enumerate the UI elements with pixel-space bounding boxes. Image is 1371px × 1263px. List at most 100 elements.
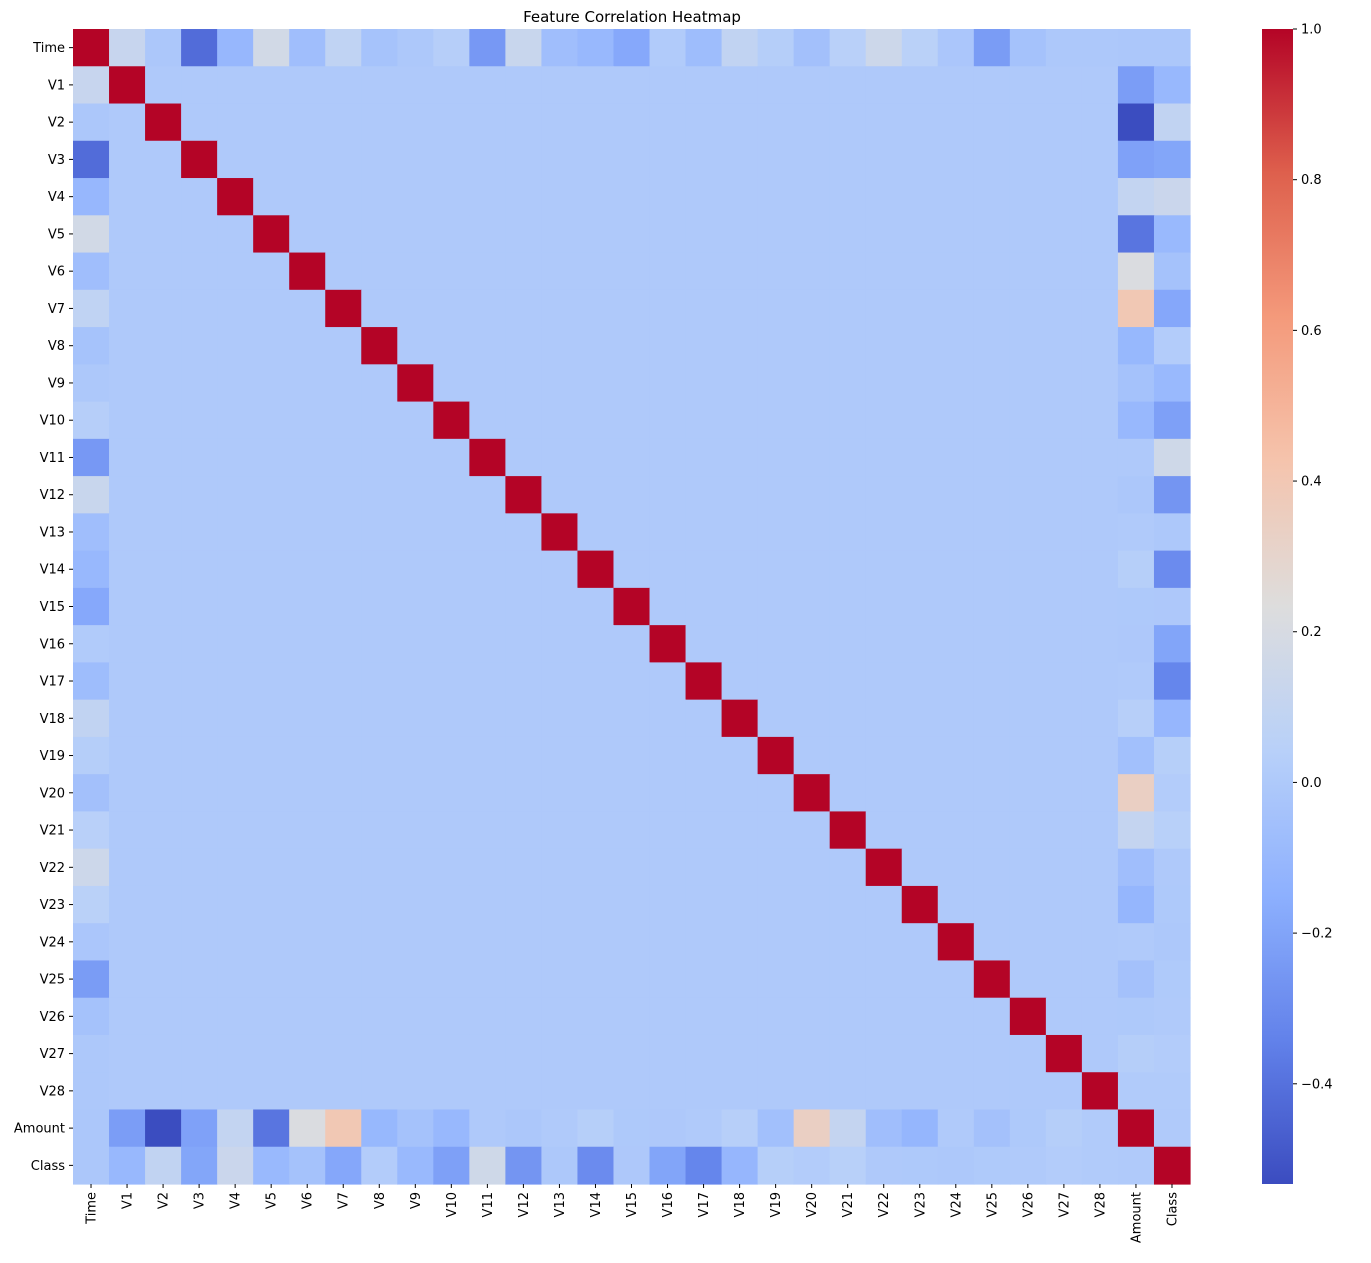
- heatmap-cell-V19-V28: [1081, 736, 1119, 775]
- heatmap-cell-V10-V11: [469, 401, 506, 440]
- heatmap-cell-V12-V19: [757, 476, 795, 514]
- x-tick-label: V22: [877, 1192, 892, 1217]
- heatmap-cell-V16-V25: [973, 625, 1011, 663]
- heatmap-cell-V10-V2: [145, 401, 182, 440]
- heatmap-cell-V14-V6: [289, 550, 326, 589]
- heatmap-cell-V10-V23: [901, 401, 939, 440]
- heatmap-cell-V26-V2: [145, 997, 182, 1036]
- heatmap-cell-V10-V18: [721, 401, 759, 440]
- heatmap-cell-V28-V3: [181, 1072, 218, 1111]
- heatmap-cell-V15-V28: [1081, 587, 1119, 626]
- heatmap-cell-V21-V17: [685, 811, 723, 850]
- heatmap-cell-V11-V15: [613, 438, 651, 477]
- heatmap-cell-V6-V4: [217, 252, 254, 291]
- heatmap-cell-V13-V22: [865, 513, 903, 552]
- heatmap-cell-V17-V18: [721, 662, 759, 701]
- y-tick-label: V27: [40, 1047, 65, 1062]
- heatmap-cell-Class-V11: [469, 1146, 506, 1185]
- heatmap-cell-V22-Time: [73, 848, 110, 887]
- heatmap-cell-V9-V9: [397, 364, 434, 403]
- y-tick-label: V2: [48, 116, 65, 131]
- heatmap-cell-V12-V26: [1009, 476, 1047, 514]
- heatmap-cell-V27-V12: [505, 1034, 543, 1073]
- heatmap-cell-V11-V2: [145, 438, 182, 477]
- heatmap-cell-Amount-V2: [145, 1109, 182, 1148]
- heatmap-cell-V9-V2: [145, 364, 182, 403]
- heatmap-cell-V23-V16: [649, 885, 687, 924]
- x-tick-label: V8: [373, 1192, 388, 1209]
- heatmap-cell-Amount-V6: [289, 1109, 326, 1148]
- heatmap-cell-V9-V4: [217, 364, 254, 403]
- heatmap-cell-V11-V27: [1045, 438, 1083, 477]
- heatmap-cell-V24-V27: [1045, 923, 1083, 962]
- heatmap-cell-V22-Amount: [1117, 848, 1155, 887]
- heatmap-cell-Time-V22: [865, 29, 903, 67]
- heatmap-cell-V26-V11: [469, 997, 506, 1036]
- heatmap-cell-V16-V14: [577, 625, 615, 663]
- heatmap-cell-V5-Time: [73, 215, 110, 254]
- heatmap-cell-Class-V7: [325, 1146, 362, 1185]
- heatmap-cell-Amount-V11: [469, 1109, 506, 1148]
- heatmap-cell-V21-V20: [793, 811, 831, 850]
- heatmap-cell-V24-V15: [613, 923, 651, 962]
- heatmap-cell-V4-V11: [469, 178, 506, 216]
- heatmap-cell-V12-Time: [73, 476, 110, 514]
- heatmap-cell-V5-V28: [1081, 215, 1119, 254]
- y-tick-label: V22: [40, 861, 65, 876]
- heatmap-cell-V15-Class: [1153, 587, 1191, 626]
- heatmap-cell-V28-V13: [541, 1072, 579, 1111]
- heatmap-cell-V14-V13: [541, 550, 579, 589]
- heatmap-cell-V14-V16: [649, 550, 687, 589]
- heatmap-cell-V27-V3: [181, 1034, 218, 1073]
- heatmap-cell-V20-V3: [181, 774, 218, 813]
- heatmap-cell-V3-V28: [1081, 140, 1119, 179]
- heatmap-cell-V22-V13: [541, 848, 579, 887]
- heatmap-cell-V20-V12: [505, 774, 543, 813]
- heatmap-cell-V4-V2: [145, 178, 182, 216]
- colorbar-tick-label: 0.8: [1301, 173, 1322, 188]
- heatmap-cell-V1-V9: [397, 66, 434, 105]
- heatmap-cell-V9-V19: [757, 364, 795, 403]
- heatmap-cell-V16-V26: [1009, 625, 1047, 663]
- colorbar-tick-label: 0.6: [1301, 324, 1322, 339]
- y-tick-label: V13: [40, 525, 65, 540]
- heatmap-cell-V21-V4: [217, 811, 254, 850]
- heatmap-cell-V21-V24: [937, 811, 975, 850]
- heatmap-cell-V15-V10: [433, 587, 470, 626]
- heatmap-cell-V17-V19: [757, 662, 795, 701]
- heatmap-cell-V6-V3: [181, 252, 218, 291]
- heatmap-cell-Class-V15: [613, 1146, 651, 1185]
- x-tick-label: V9: [409, 1192, 424, 1209]
- heatmap-cell-Class-V22: [865, 1146, 903, 1185]
- y-tick-label: V21: [40, 824, 65, 839]
- heatmap-cell-Time-V9: [397, 29, 434, 67]
- heatmap-cell-Amount-V4: [217, 1109, 254, 1148]
- heatmap-cell-V8-V20: [793, 327, 831, 365]
- heatmap-cell-V7-V6: [289, 289, 326, 328]
- heatmap-cell-V27-V17: [685, 1034, 723, 1073]
- heatmap-cell-V27-V14: [577, 1034, 615, 1073]
- heatmap-cell-V20-V13: [541, 774, 579, 813]
- heatmap-cell-V1-V11: [469, 66, 506, 105]
- heatmap-cell-V1-V7: [325, 66, 362, 105]
- heatmap-cell-V12-V6: [289, 476, 326, 514]
- heatmap-cell-Time-V8: [361, 29, 398, 67]
- heatmap-cell-V7-V26: [1009, 289, 1047, 328]
- heatmap-cell-V20-V4: [217, 774, 254, 813]
- heatmap-cell-V17-V28: [1081, 662, 1119, 701]
- heatmap-cell-V17-V2: [145, 662, 182, 701]
- heatmap-cell-V7-V17: [685, 289, 723, 328]
- heatmap-cell-V12-V7: [325, 476, 362, 514]
- heatmap-cell-V25-Class: [1153, 960, 1191, 999]
- heatmap-cell-V1-V19: [757, 66, 795, 105]
- heatmap-cell-V24-V6: [289, 923, 326, 962]
- heatmap-cell-V8-V27: [1045, 327, 1083, 365]
- heatmap-cell-V8-V12: [505, 327, 543, 365]
- y-tick-label: V23: [40, 898, 65, 913]
- heatmap-cell-V16-Amount: [1117, 625, 1155, 663]
- heatmap-cell-V10-V7: [325, 401, 362, 440]
- heatmap-cell-V18-V21: [829, 699, 867, 738]
- heatmap-cell-Amount-V24: [937, 1109, 975, 1148]
- heatmap-cell-V18-V27: [1045, 699, 1083, 738]
